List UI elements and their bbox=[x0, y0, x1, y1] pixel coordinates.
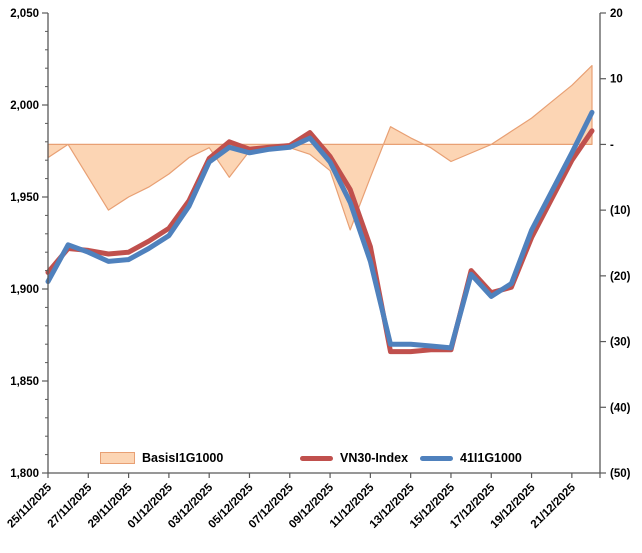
legend-item-basis: BasisI1G1000 bbox=[100, 449, 223, 467]
right-axis-label: - bbox=[610, 139, 614, 151]
right-axis-label: 10 bbox=[610, 74, 623, 86]
left-axis-label: 2,000 bbox=[10, 100, 39, 112]
right-axis-label: (40) bbox=[610, 402, 631, 414]
left-axis-label: 1,900 bbox=[10, 284, 39, 296]
right-axis-label: 20 bbox=[610, 8, 623, 20]
x-axis-date-label: 21/12/2025 bbox=[529, 481, 579, 531]
left-axis-label: 2,050 bbox=[10, 8, 39, 20]
legend-label: BasisI1G1000 bbox=[142, 451, 224, 465]
left-axis-label: 1,950 bbox=[10, 192, 39, 204]
series-41i1g1000-line bbox=[45, 109, 595, 351]
legend-label: 41I1G1000 bbox=[460, 451, 522, 465]
legend-label: VN30-Index bbox=[340, 451, 409, 465]
right-axis-label: (20) bbox=[610, 271, 631, 283]
left-axis-label: 1,800 bbox=[10, 468, 39, 480]
left-axis-label: 1,850 bbox=[10, 376, 39, 388]
legend-swatch-41i1g1000-line bbox=[420, 455, 453, 461]
right-axis-label: (30) bbox=[610, 337, 631, 349]
legend-item-vn30: VN30-Index bbox=[300, 449, 408, 467]
chart-legend: BasisI1G1000 VN30-Index 41I1G1000 bbox=[0, 449, 642, 469]
legend-swatch-basis-area bbox=[100, 452, 135, 464]
legend-swatch-vn30-line bbox=[300, 455, 333, 461]
right-axis-label: (10) bbox=[610, 205, 631, 217]
right-axis-label: (50) bbox=[610, 468, 631, 480]
legend-item-41i1g1000: 41I1G1000 bbox=[420, 449, 522, 467]
